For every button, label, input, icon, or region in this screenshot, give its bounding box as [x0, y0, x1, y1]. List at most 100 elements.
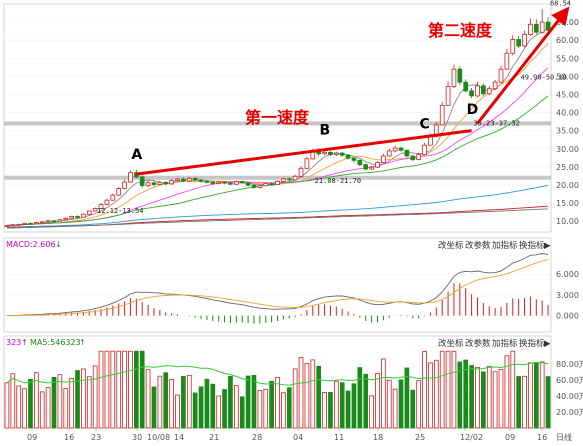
candle	[516, 35, 521, 49]
candle-body	[392, 147, 398, 152]
candle-body	[463, 81, 469, 92]
candle	[204, 180, 210, 184]
candle	[75, 215, 80, 218]
candle-body	[39, 221, 45, 224]
candle-body	[163, 182, 169, 185]
candle	[545, 17, 551, 33]
candle-body	[516, 39, 521, 47]
candle	[128, 170, 133, 183]
macd-panel: MACD:2.606 ↓ 改坐标 改参数 加指标 换指标 ▶ 0.000 3.000 6.000	[3, 237, 579, 333]
volume-toolbar-button[interactable]: 改坐标	[438, 338, 464, 349]
candle-body	[498, 68, 504, 83]
candle	[528, 18, 533, 36]
volume-bar	[522, 375, 527, 429]
candle	[16, 223, 22, 226]
volume-bar	[463, 359, 469, 429]
candle	[292, 174, 298, 181]
price-axis-tick: 60.00	[556, 36, 579, 45]
volume-bar	[133, 350, 139, 429]
candle-body	[81, 213, 86, 218]
phase-label-first: 第一速度	[245, 108, 310, 127]
candle	[492, 80, 498, 91]
macd-toolbar-button[interactable]: 加指标	[492, 240, 518, 251]
candle-body	[281, 178, 286, 182]
candle-body	[104, 199, 110, 205]
volume-bar	[45, 387, 51, 429]
candle-body	[539, 21, 545, 33]
candle	[410, 155, 416, 162]
macd-axis-tick: 3.000	[556, 291, 579, 300]
macd-dif-line	[6, 253, 549, 317]
volume-toolbar-button[interactable]: 加指标	[492, 338, 518, 349]
volume-bar	[410, 389, 416, 429]
candle	[186, 176, 192, 182]
candle	[81, 213, 86, 218]
volume-bar	[469, 365, 474, 429]
candle-body	[439, 104, 445, 126]
candle	[445, 81, 451, 107]
candle	[104, 198, 110, 206]
volume-bar	[57, 374, 63, 429]
volume-toolbar-button[interactable]: 换指标	[519, 338, 545, 349]
volume-bar	[192, 392, 198, 429]
price-range-label: 35.23-37.32	[473, 120, 519, 128]
candle	[228, 181, 233, 186]
volume-bar	[375, 373, 380, 429]
volume-bar	[304, 363, 310, 429]
candle	[233, 180, 239, 185]
macd-toolbar-button[interactable]: 改参数	[465, 240, 491, 251]
price-range-label: 68.54	[550, 0, 571, 7]
candle	[386, 148, 392, 157]
volume-bar	[510, 350, 516, 429]
volume-bar	[69, 377, 74, 429]
candle-body	[545, 21, 551, 31]
macd-label: MACD:2.606	[6, 240, 56, 249]
x-axis-tick: 28	[252, 433, 262, 442]
candle-body	[292, 175, 298, 181]
candle	[269, 182, 274, 186]
macd-toolbar-button[interactable]: 换指标	[519, 240, 545, 251]
candle-body	[169, 180, 174, 185]
macd-toolbar-button[interactable]: 改坐标	[438, 240, 464, 251]
price-axis-tick: 50.00	[556, 72, 579, 81]
price-axis-tick: 15.00	[556, 199, 579, 208]
x-axis-tick: 09	[27, 433, 37, 442]
volume-bar	[98, 350, 104, 429]
volume-bar	[34, 372, 39, 429]
candle-body	[157, 182, 163, 185]
x-axis-tick: 10/08	[147, 433, 170, 442]
volume-bar	[328, 392, 333, 429]
macd-menu-icon[interactable]: ▶	[544, 241, 551, 251]
candle-body	[363, 164, 369, 170]
candle	[63, 217, 69, 221]
candle	[122, 179, 127, 190]
volume-panel: 323 ↑ MA5:546323↑ 改坐标 改参数 加指标 换指标 ▶20.00万40.00万…	[3, 335, 583, 429]
candle	[192, 177, 198, 182]
candle-body	[357, 159, 363, 166]
candle-body	[381, 155, 386, 163]
volume-bar	[251, 375, 257, 429]
candle	[57, 218, 63, 222]
volume-bar	[392, 388, 398, 429]
candle	[22, 222, 27, 225]
candle-body	[86, 210, 92, 215]
candle-body	[233, 181, 239, 185]
candle	[422, 142, 427, 156]
candle	[351, 156, 357, 163]
volume-menu-icon[interactable]: ▶	[544, 339, 551, 349]
candle	[257, 184, 263, 189]
candle	[181, 177, 186, 183]
candle-body	[128, 172, 133, 183]
x-axis-tick: 25	[415, 433, 425, 442]
candle-body	[251, 184, 257, 188]
candle-body	[28, 222, 33, 225]
volume-toolbar-button[interactable]: 改参数	[465, 338, 491, 349]
volume-bar	[428, 362, 433, 429]
candle	[475, 81, 480, 98]
volume-bar	[169, 379, 174, 429]
volume-bar	[116, 350, 122, 429]
volume-axis-tick: 60.00万	[556, 376, 583, 385]
trend-line-second-speed	[476, 6, 570, 125]
candle-body	[16, 223, 22, 226]
candle-body	[533, 23, 539, 33]
